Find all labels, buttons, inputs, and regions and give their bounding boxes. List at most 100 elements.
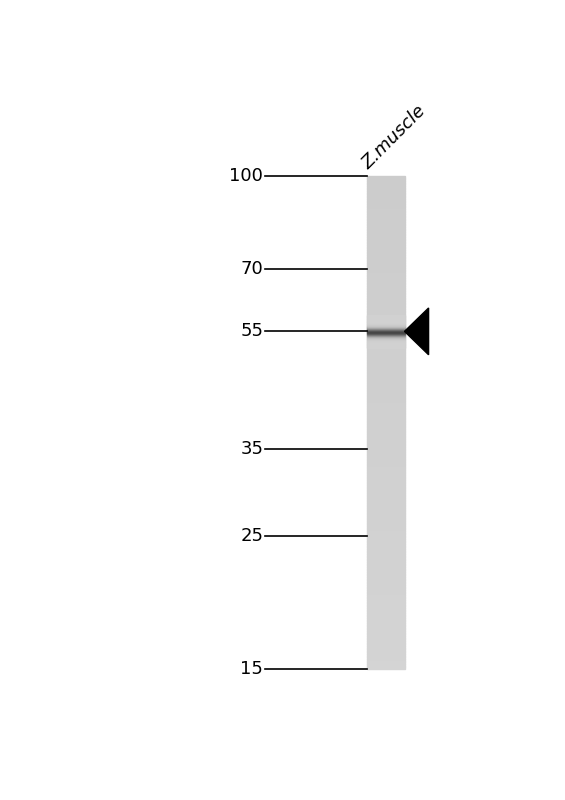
Bar [367,614,405,616]
Bar [367,483,405,485]
Bar [367,419,405,421]
Bar [367,406,405,408]
Bar [367,608,405,610]
Bar [367,237,405,238]
Bar [367,349,405,350]
Bar [367,455,405,457]
Bar [367,485,405,486]
Bar [367,248,405,250]
Bar [367,506,405,508]
Bar [367,388,405,390]
Bar [367,447,405,449]
Bar [367,390,405,391]
Bar [367,546,405,547]
Bar [367,181,405,182]
Bar [367,178,405,179]
Bar [367,549,405,550]
Bar [367,618,405,619]
Bar [367,338,405,340]
Bar [367,302,405,304]
Bar [367,358,405,360]
Bar [367,329,405,330]
Bar [367,646,405,647]
Bar [367,598,405,600]
Bar [367,488,405,490]
Bar [367,575,405,577]
Bar [367,363,405,365]
Bar [367,550,405,552]
Bar [367,222,405,224]
Bar [367,310,405,313]
Bar [367,449,405,450]
Bar [367,651,405,653]
Bar [367,474,405,475]
Bar [367,569,405,570]
Bar [367,235,405,237]
Bar [367,619,405,622]
Bar [367,626,405,628]
Bar [367,639,405,641]
Bar [367,360,405,362]
Bar [367,321,405,322]
Bar [367,245,405,246]
Bar [367,186,405,187]
Text: 15: 15 [241,660,263,678]
Bar [367,243,405,245]
Bar [367,666,405,667]
Bar [367,634,405,636]
Bar [367,326,405,327]
Bar [367,458,405,460]
Text: 55: 55 [240,322,263,340]
Bar [367,283,405,285]
Bar [367,642,405,644]
Bar [367,212,405,214]
Bar [367,662,405,664]
Bar [367,209,405,210]
Bar [367,586,405,588]
Bar [367,511,405,513]
Bar [367,590,405,592]
Bar [367,342,405,344]
Bar [367,616,405,618]
Bar [367,198,405,199]
Bar [367,401,405,402]
Bar [367,273,405,274]
Text: 70: 70 [241,260,263,278]
Bar [367,482,405,483]
Bar [367,232,405,234]
Bar [367,524,405,526]
Bar [367,636,405,638]
Bar [367,240,405,242]
Bar [367,344,405,346]
Bar [367,644,405,646]
Bar [367,600,405,602]
Bar [367,542,405,544]
Bar [367,572,405,574]
Bar [367,518,405,519]
Bar [367,602,405,603]
Bar [367,513,405,514]
Bar [367,298,405,299]
Bar [367,427,405,429]
Text: 35: 35 [240,440,263,458]
Bar [367,246,405,248]
Bar [367,588,405,590]
Bar [367,480,405,482]
Bar [367,574,405,575]
Bar [367,385,405,386]
Polygon shape [405,308,429,354]
Bar [367,352,405,354]
Bar [367,350,405,352]
Bar [367,659,405,661]
Bar [367,462,405,463]
Bar [367,260,405,262]
Bar [367,405,405,406]
Bar [367,262,405,263]
Bar [367,217,405,218]
Bar [367,293,405,294]
Bar [367,254,405,255]
Bar [367,522,405,524]
Bar [367,204,405,206]
Bar [367,519,405,521]
Bar [367,460,405,462]
